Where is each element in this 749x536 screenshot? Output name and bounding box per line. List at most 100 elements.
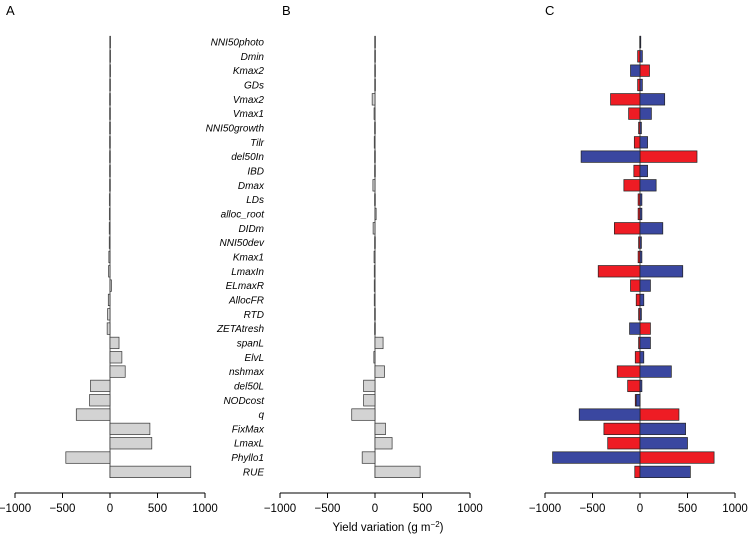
bar-c-positive-direction-ZETAtresh: [629, 322, 641, 335]
x-tick-label-a-0: −1000: [0, 503, 31, 515]
x-tick-label-b-3: 500: [413, 503, 432, 515]
bar-c-negative-direction-AllocFR: [635, 293, 641, 307]
param-label-spanL: spanL: [237, 338, 264, 349]
param-label-nshmax: nshmax: [229, 367, 265, 378]
x-tick-label-c-2: 0: [637, 503, 643, 515]
param-label-Vmax1: Vmax1: [233, 109, 264, 120]
x-tick-label-a-2: 0: [107, 503, 113, 515]
bar-a-effect-Vmax1: [109, 107, 111, 120]
x-axis-title: Yield variation (g m−2): [333, 520, 444, 534]
bar-a-effect-q: [75, 408, 111, 421]
bar-a-effect-Phyllo1: [65, 451, 111, 464]
bar-c-positive-direction-Dmax: [639, 179, 657, 192]
bar-c-negative-direction-Vmax1: [628, 107, 641, 120]
bar-c-positive-direction-spanL: [639, 336, 651, 350]
bar-c-positive-direction-Phyllo1: [552, 451, 641, 464]
param-label-NNI50photo: NNI50photo: [211, 38, 265, 49]
bar-c-negative-direction-Kmax2: [639, 64, 650, 77]
bar-b-effect-NODcost: [363, 394, 376, 407]
param-label-RUE: RUE: [243, 467, 264, 478]
param-label-q: q: [258, 410, 264, 421]
bar-a-effect-NNI50photo: [109, 35, 111, 49]
bar-c-positive-direction-RUE: [639, 465, 691, 478]
bar-c-positive-direction-ElvL: [639, 351, 645, 364]
bar-b-effect-NNI50dev: [374, 236, 376, 249]
param-label-FixMax: FixMax: [232, 424, 265, 435]
param-label-LDs: LDs: [246, 195, 264, 206]
bar-b-effect-FixMax: [374, 422, 386, 436]
param-label-ELmaxR: ELmaxR: [226, 281, 264, 292]
bar-b-effect-IBD: [374, 164, 376, 178]
x-tick-label-b-2: 0: [372, 503, 378, 515]
panel-letter-c: C: [545, 3, 554, 18]
param-label-del50L: del50L: [234, 381, 264, 392]
bar-a-effect-NODcost: [89, 394, 111, 407]
panel-letter-b: B: [282, 3, 291, 18]
bar-a-effect-AllocFR: [107, 293, 111, 307]
param-label-LmaxIn: LmaxIn: [231, 267, 264, 278]
param-label-ZETAtresh: ZETAtresh: [216, 324, 264, 335]
bar-a-effect-Kmax2: [109, 64, 111, 77]
bar-c-positive-direction-Vmax2: [639, 93, 666, 106]
bar-c-positive-direction-GDs: [639, 78, 643, 92]
param-label-IBD: IBD: [247, 166, 264, 177]
param-label-Tilr: Tilr: [250, 138, 264, 149]
bar-c-negative-direction-DIDm: [613, 222, 641, 235]
x-tick-label-c-1: −500: [580, 503, 606, 515]
bar-c-negative-direction-Vmax2: [610, 93, 641, 106]
panel-b: B −1000 −500 0 500 1000: [264, 3, 483, 515]
bar-c-negative-direction-ZETAtresh: [639, 322, 651, 335]
bar-c-positive-direction-del50In: [580, 150, 641, 163]
x-tick-label-a-4: 1000: [192, 503, 218, 515]
x-tick-label-a-1: −500: [50, 503, 76, 515]
bar-b-effect-LmaxL: [374, 437, 393, 450]
bar-c-positive-direction-LmaxIn: [639, 265, 684, 278]
param-label-Kmax2: Kmax2: [233, 66, 265, 77]
bar-b-effect-Tilr: [373, 136, 376, 149]
bar-c-positive-direction-Tilr: [639, 136, 648, 149]
bar-b-effect-NNI50photo: [374, 35, 376, 49]
bar-c-negative-direction-LmaxL: [607, 437, 641, 450]
bar-a-effect-GDs: [109, 78, 111, 92]
bar-c-negative-direction-del50L: [627, 379, 641, 393]
bar-c-positive-direction-AllocFR: [639, 293, 645, 307]
parameter-labels: NNI50photo Dmin Kmax2 GDs Vmax2 Vmax1 NNI50gro…: [206, 38, 266, 479]
panel-a: A −1000 −500 0 500 1000: [0, 3, 218, 515]
bar-c-negative-direction-FixMax: [603, 422, 641, 436]
x-tick-label-c-4: 1000: [722, 503, 748, 515]
bar-b-effect-DIDm: [372, 222, 376, 235]
x-tick-label-b-4: 1000: [457, 503, 483, 515]
bar-c-negative-direction-LmaxIn: [597, 265, 641, 278]
bar-a-effect-Dmin: [109, 50, 111, 63]
bar-c-positive-direction-ELmaxR: [639, 279, 651, 292]
param-label-RTD: RTD: [244, 310, 264, 321]
bar-a-effect-NNI50growth: [109, 121, 111, 135]
bar-b-effect-Kmax1: [373, 250, 376, 264]
bar-b-effect-Dmax: [372, 179, 376, 192]
bar-b-effect-RUE: [374, 465, 421, 478]
bar-c-positive-direction-LmaxL: [639, 437, 688, 450]
bar-b-effect-ELmaxR: [373, 279, 376, 292]
x-axis-title-sup: −2: [431, 520, 441, 529]
x-tick-label-b-1: −500: [315, 503, 341, 515]
bar-c-positive-direction-del50L: [639, 379, 643, 393]
bar-b-effect-ZETAtresh: [374, 322, 376, 335]
param-label-NNI50dev: NNI50dev: [220, 238, 265, 249]
bar-a-effect-nshmax: [109, 365, 126, 378]
bar-a-effect-Tilr: [109, 136, 111, 149]
bar-b-effect-del50L: [363, 379, 376, 393]
bar-c-positive-direction-alloc_root: [639, 207, 643, 221]
bar-a-effect-RUE: [109, 465, 192, 478]
bar-c-negative-direction-Tilr: [633, 136, 641, 149]
bar-b-effect-RTD: [374, 308, 376, 321]
param-label-Dmin: Dmin: [241, 52, 265, 63]
bar-b-effect-nshmax: [374, 365, 385, 378]
param-label-Vmax2: Vmax2: [233, 95, 265, 106]
bar-b-effect-Vmax1: [373, 107, 376, 120]
bar-c-negative-direction-Dmax: [623, 179, 641, 192]
bar-b-effect-GDs: [374, 78, 376, 92]
bar-c-negative-direction-RUE: [634, 465, 641, 478]
bar-a-effect-FixMax: [109, 422, 151, 436]
param-label-Kmax1: Kmax1: [233, 252, 264, 263]
bar-a-effect-LmaxIn: [108, 265, 111, 278]
